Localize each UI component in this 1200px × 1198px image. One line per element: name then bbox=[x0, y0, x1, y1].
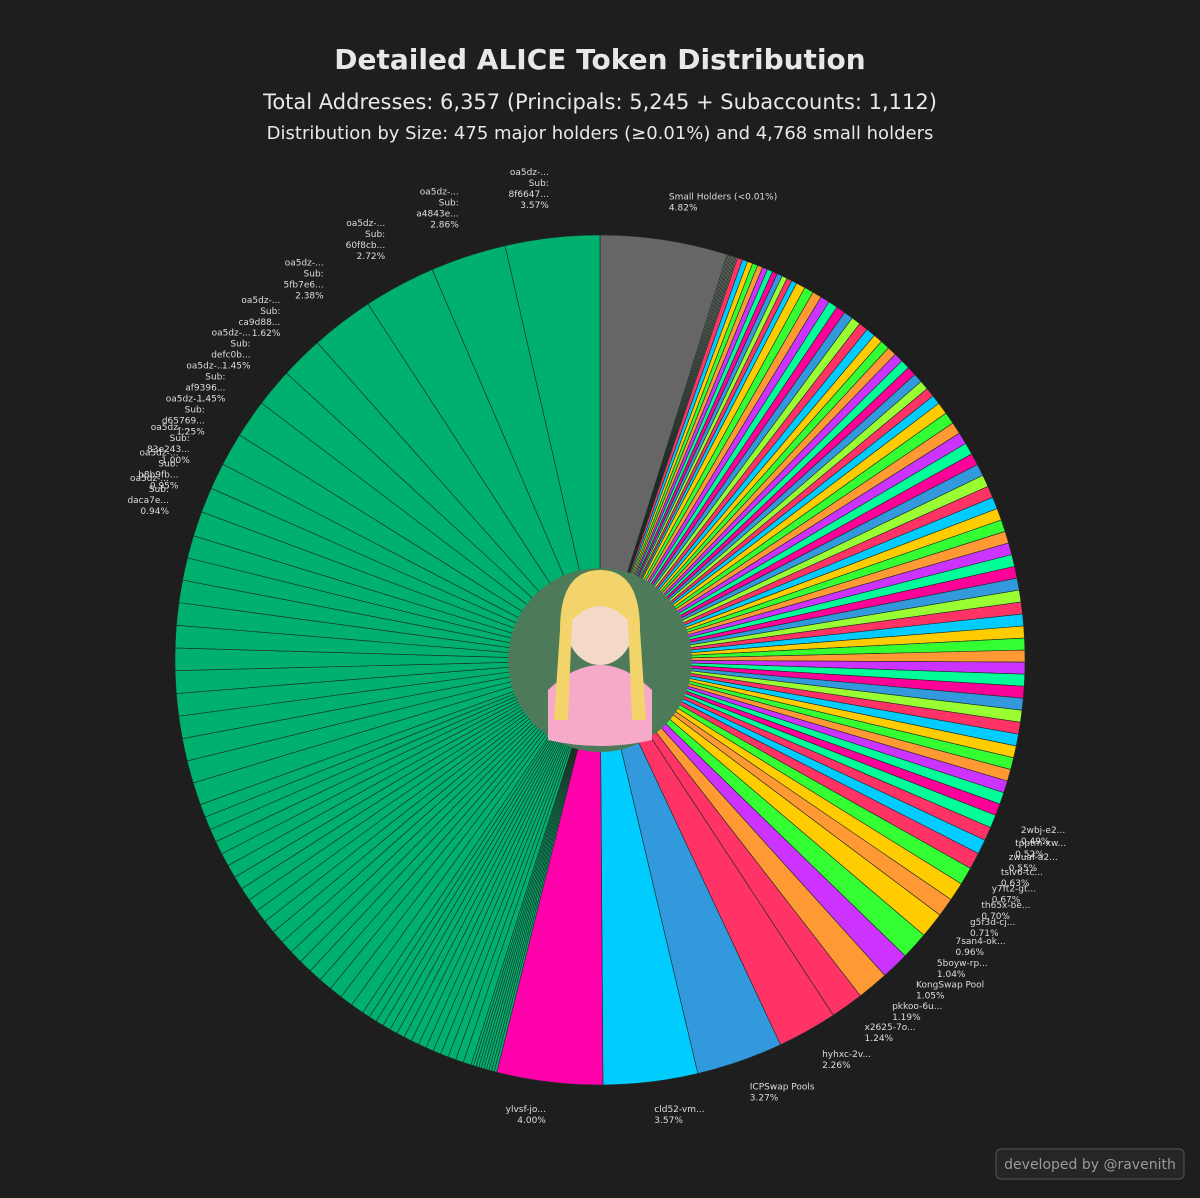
slice-value-label: 1.45% bbox=[222, 362, 251, 372]
pie bbox=[174, 234, 1026, 1086]
slice-value-label: 0.63% bbox=[1001, 879, 1030, 889]
slice-label: oa5dz-... bbox=[151, 423, 190, 433]
slice-value-label: 3.27% bbox=[750, 1094, 779, 1104]
slice-label: g5f3d-cj... bbox=[970, 918, 1015, 928]
slice-label: b8b9fb... bbox=[138, 471, 178, 481]
slice-value-label: 3.57% bbox=[520, 201, 549, 211]
slice-label: pkkoo-6u... bbox=[892, 1002, 942, 1012]
slice-label: 5boyw-rp... bbox=[937, 959, 988, 969]
slice-label: 8f6647... bbox=[508, 190, 548, 200]
slice-value-label: 0.55% bbox=[1009, 864, 1038, 874]
slice-label: a4843e... bbox=[416, 209, 459, 219]
credit: developed by @ravenith bbox=[1004, 1157, 1176, 1173]
slice-label: daca7e... bbox=[127, 496, 169, 506]
slice-value-label: 4.82% bbox=[669, 203, 698, 213]
pie-slice bbox=[504, 234, 601, 661]
slice-label: x2625-7o... bbox=[865, 1023, 916, 1033]
slice-value-label: 1.00% bbox=[161, 456, 190, 466]
slice-label: ca9d88... bbox=[238, 318, 280, 328]
slice-label: defc0b... bbox=[211, 351, 250, 361]
slice-label: hyhxc-2v... bbox=[822, 1050, 871, 1060]
slice-label: oa5dz-... bbox=[186, 362, 225, 372]
slice-value-label: 1.45% bbox=[197, 395, 226, 405]
slice-label: 5fb7e6... bbox=[284, 280, 324, 290]
slice-label: Sub: bbox=[529, 179, 549, 189]
slice-value-label: 2.86% bbox=[430, 220, 459, 230]
slice-label: oa5dz-... bbox=[166, 395, 205, 405]
slice-label: 60f8cb... bbox=[346, 241, 386, 251]
slice-label: 83e243... bbox=[147, 445, 190, 455]
slice-label: Sub: bbox=[439, 198, 459, 208]
chart-title: Detailed ALICE Token Distribution bbox=[334, 43, 865, 76]
slice-value-label: 1.25% bbox=[176, 428, 205, 438]
slice-value-label: 0.67% bbox=[992, 895, 1021, 905]
slice-label: cld52-vm... bbox=[654, 1105, 704, 1115]
slice-label: d65769... bbox=[162, 417, 205, 427]
slice-label: Small Holders (<0.01%) bbox=[669, 192, 777, 202]
slice-value-label: 1.04% bbox=[937, 970, 966, 980]
slice-labels: Small Holders (<0.01%)4.82% 2wbj-e2...0.4… bbox=[127, 168, 1066, 1126]
slice-value-label: 1.24% bbox=[865, 1034, 894, 1044]
slice-label: oa5dz-... bbox=[346, 219, 385, 229]
slice-label: zwuaf-a2... bbox=[1009, 853, 1058, 863]
slice-value-label: 1.05% bbox=[916, 991, 945, 1001]
slice-label: y7ft2-gt... bbox=[992, 884, 1036, 894]
chart-subtitle: Distribution by Size: 475 major holders … bbox=[267, 123, 934, 144]
slice-value-label: 0.49% bbox=[1021, 837, 1050, 847]
slice-value-label: 1.62% bbox=[252, 329, 281, 339]
center-avatar bbox=[508, 568, 692, 752]
slice-value-label: 0.94% bbox=[140, 507, 169, 517]
slice-label: oa5dz-... bbox=[420, 187, 459, 197]
slice-label: af9396... bbox=[185, 384, 225, 394]
slice-label: oa5dz-... bbox=[130, 474, 169, 484]
slice-label: oa5dz-... bbox=[241, 296, 280, 306]
slice-label: Sub: bbox=[230, 340, 250, 350]
slice-value-label: 1.19% bbox=[892, 1013, 921, 1023]
slice-value-label: 2.72% bbox=[357, 252, 386, 262]
slice-label: Sub: bbox=[260, 307, 280, 317]
slice-label: tslv6-tc... bbox=[1001, 868, 1043, 878]
slice-label: 2wbj-e2... bbox=[1021, 826, 1065, 836]
slice-label: Sub: bbox=[158, 460, 178, 470]
slice-label: 7san4-ok... bbox=[956, 937, 1006, 947]
slice-label: oa5dz-... bbox=[139, 449, 178, 459]
slice-value-label: 4.00% bbox=[517, 1116, 546, 1126]
slice-value-label: 0.96% bbox=[956, 948, 985, 958]
slice-label: ICPSwap Pools bbox=[750, 1083, 815, 1093]
slice-label: Sub: bbox=[170, 434, 190, 444]
slice-value-label: 0.52% bbox=[1015, 850, 1044, 860]
slice-value-label: 0.95% bbox=[150, 482, 179, 492]
slice-value-label: 2.26% bbox=[822, 1061, 851, 1071]
slice-value-label: 0.70% bbox=[981, 912, 1010, 922]
slice-value-label: 3.57% bbox=[654, 1116, 683, 1126]
slice-label: ylvsf-jo... bbox=[506, 1105, 546, 1115]
chart-subtitle: Total Addresses: 6,357 (Principals: 5,24… bbox=[262, 90, 937, 114]
slice-label: oa5dz-... bbox=[510, 168, 549, 178]
slice-value-label: 0.71% bbox=[970, 929, 999, 939]
slice-label: th65x-be... bbox=[981, 901, 1030, 911]
slice-label: KongSwap Pool bbox=[916, 980, 984, 990]
slice-label: Sub: bbox=[205, 373, 225, 383]
slice-label: oa5dz-... bbox=[212, 329, 251, 339]
slice-label: tpptm-xw... bbox=[1015, 839, 1066, 849]
slice-label: Sub: bbox=[149, 485, 169, 495]
slice-label: Sub: bbox=[365, 230, 385, 240]
slice-label: Sub: bbox=[304, 269, 324, 279]
credit-badge: developed by @ravenith bbox=[995, 1148, 1185, 1180]
slice-value-label: 2.38% bbox=[295, 291, 324, 301]
slice-label: oa5dz-... bbox=[285, 258, 324, 268]
slice-label: Sub: bbox=[185, 406, 205, 416]
